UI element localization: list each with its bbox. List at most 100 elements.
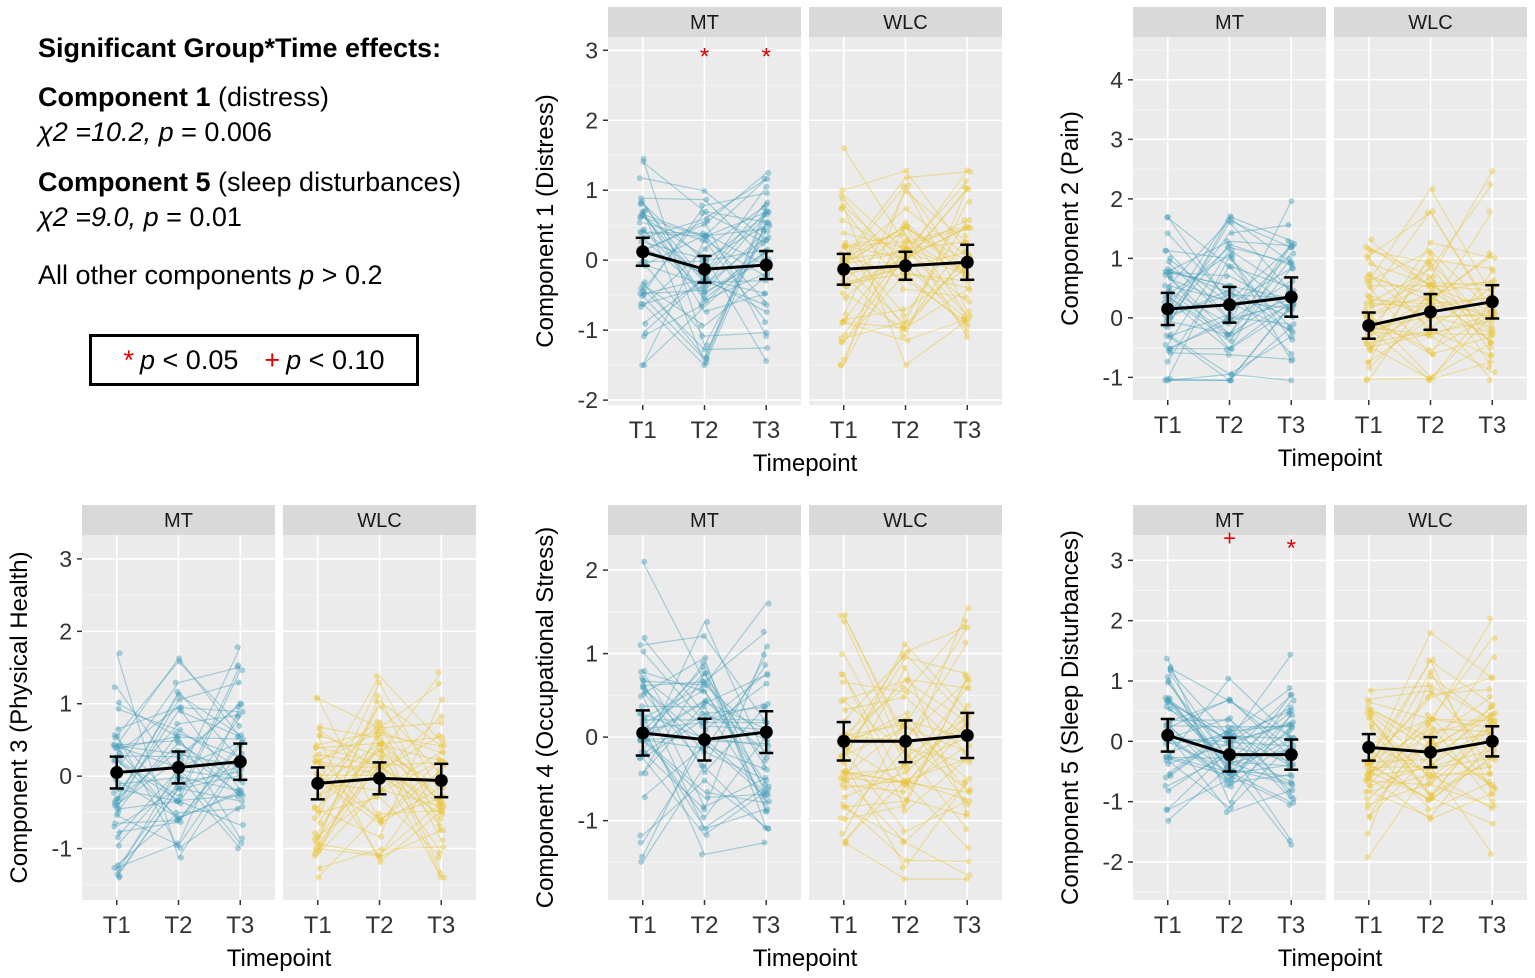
- individual-point: [1486, 377, 1493, 384]
- individual-point: [1428, 668, 1435, 675]
- individual-point: [640, 301, 647, 308]
- individual-point: [239, 821, 246, 828]
- individual-trajectory: [642, 239, 767, 337]
- individual-trajectory: [1368, 688, 1493, 765]
- individual-point: [239, 835, 246, 842]
- facet-label-MT: MT: [690, 12, 719, 34]
- individual-trajectory: [1368, 270, 1493, 355]
- individual-point: [376, 854, 383, 861]
- individual-point: [638, 229, 645, 236]
- individual-trajectory: [1167, 727, 1292, 811]
- individual-point: [699, 230, 706, 237]
- individual-point: [436, 797, 443, 804]
- individual-point: [963, 333, 970, 340]
- individual-point: [1288, 357, 1295, 364]
- individual-point: [1227, 804, 1234, 811]
- individual-point: [640, 290, 647, 297]
- individual-point: [1364, 340, 1371, 347]
- y-tick-label: 2: [1110, 186, 1123, 212]
- individual-point: [763, 302, 770, 309]
- individual-point: [904, 780, 911, 787]
- individual-point: [902, 219, 909, 226]
- mean-point: [311, 776, 325, 790]
- individual-point: [1162, 694, 1169, 701]
- individual-point: [1487, 353, 1494, 360]
- individual-trajectory: [642, 670, 767, 774]
- individual-point: [1227, 696, 1234, 703]
- y-axis-label: Component 4 (Occupational Stress): [532, 527, 559, 909]
- individual-point: [239, 798, 246, 805]
- individual-point: [1288, 262, 1295, 269]
- individual-point: [378, 746, 385, 753]
- individual-trajectory: [1368, 676, 1493, 763]
- individual-trajectory: [1167, 373, 1292, 381]
- individual-trajectory: [116, 734, 241, 849]
- individual-point: [762, 781, 769, 788]
- individual-point: [1363, 789, 1370, 796]
- individual-trajectory: [642, 646, 767, 811]
- individual-point: [640, 682, 647, 689]
- y-tick-label: 2: [1110, 608, 1123, 634]
- individual-point: [762, 824, 769, 831]
- individual-point: [115, 806, 122, 813]
- individual-trajectory: [843, 666, 968, 814]
- individual-point: [1286, 788, 1293, 795]
- individual-point: [111, 684, 118, 691]
- individual-point: [702, 669, 709, 676]
- individual-point: [965, 186, 972, 193]
- individual-point: [700, 283, 707, 290]
- individual-point: [760, 240, 767, 247]
- individual-point: [116, 699, 123, 706]
- individual-trajectory: [1368, 210, 1493, 316]
- individual-point: [704, 218, 711, 225]
- individual-point: [1363, 376, 1370, 383]
- individual-point: [1287, 259, 1294, 266]
- individual-point: [766, 222, 773, 229]
- individual-trajectory: [116, 666, 241, 771]
- individual-trajectory: [642, 733, 767, 819]
- individual-point: [902, 326, 909, 333]
- individual-point: [839, 830, 846, 837]
- individual-point: [315, 809, 322, 816]
- individual-trajectory: [642, 236, 767, 286]
- individual-point: [900, 779, 907, 786]
- individual-point: [963, 826, 970, 833]
- individual-point: [965, 316, 972, 323]
- individual-point: [839, 290, 846, 297]
- individual-point: [1226, 728, 1233, 735]
- mean-point: [1485, 295, 1499, 309]
- individual-point: [966, 759, 973, 766]
- individual-point: [703, 196, 710, 203]
- individual-point: [701, 187, 708, 194]
- individual-trajectory: [1368, 723, 1493, 817]
- individual-point: [1167, 349, 1174, 356]
- individual-point: [763, 308, 770, 315]
- individual-point: [311, 835, 318, 842]
- individual-trajectory: [317, 682, 442, 729]
- individual-trajectory: [843, 745, 968, 787]
- individual-trajectory: [843, 620, 968, 693]
- individual-trajectory: [843, 225, 968, 276]
- individual-trajectory: [116, 742, 241, 806]
- individual-point: [1288, 841, 1295, 848]
- individual-point: [1227, 377, 1234, 384]
- individual-point: [1287, 771, 1294, 778]
- individual-point: [1429, 716, 1436, 723]
- individual-trajectory: [1368, 733, 1493, 805]
- individual-point: [761, 788, 768, 795]
- individual-trajectory: [843, 771, 968, 793]
- individual-point: [1166, 269, 1173, 276]
- individual-point: [904, 677, 911, 684]
- individual-point: [439, 804, 446, 811]
- individual-point: [637, 832, 644, 839]
- individual-point: [313, 758, 320, 765]
- individual-point: [1429, 770, 1436, 777]
- individual-point: [313, 845, 320, 852]
- individual-point: [700, 700, 707, 707]
- significance-marker: *: [700, 43, 709, 70]
- star-p: p: [140, 344, 156, 375]
- individual-point: [1364, 278, 1371, 285]
- y-axis-label: Component 2 (Pain): [1057, 111, 1084, 326]
- individual-trajectory: [1368, 717, 1493, 776]
- individual-point: [311, 815, 318, 822]
